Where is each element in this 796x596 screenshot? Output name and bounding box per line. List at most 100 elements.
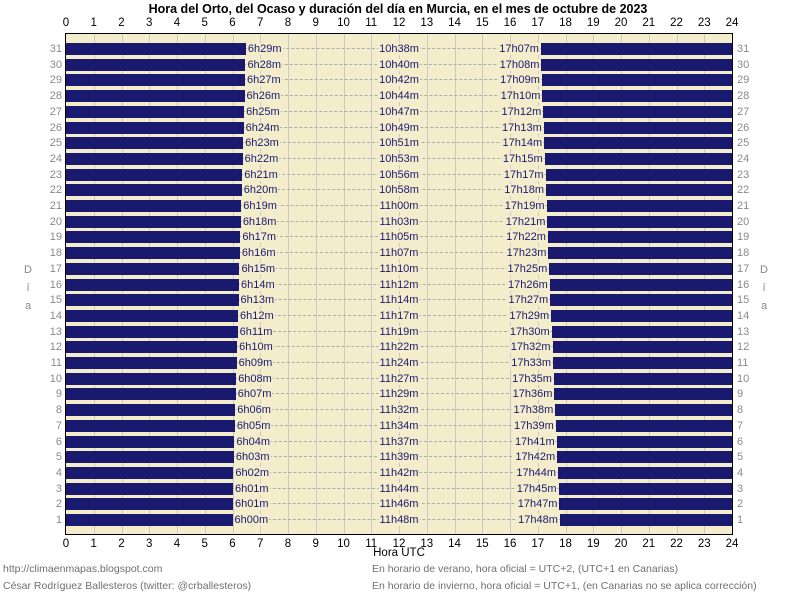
sunset-time-label: 17h36m bbox=[511, 388, 554, 401]
night-bar-right bbox=[541, 58, 732, 71]
daylength-label: 10h38m bbox=[378, 43, 420, 55]
footer-url: http://climaenmapas.blogspot.com bbox=[3, 563, 163, 575]
sunset-time-label: 17h17m bbox=[502, 168, 545, 181]
daylength-label: 10h47m bbox=[378, 105, 420, 118]
day-number-right: 21 bbox=[737, 200, 750, 212]
night-bar-right bbox=[555, 419, 732, 432]
hour-tick-bottom: 10 bbox=[337, 538, 350, 550]
day-number-left: 8 bbox=[55, 404, 62, 417]
sunset-time-label: 17h10m bbox=[499, 90, 542, 103]
day-number-right: 10 bbox=[737, 372, 750, 385]
daylength-label: 11h10m bbox=[378, 262, 420, 275]
sunset-time-label: 17h22m bbox=[505, 231, 547, 244]
night-bar-left bbox=[66, 278, 239, 291]
daylength-label: 11h48m bbox=[378, 514, 420, 526]
day-number-left: 4 bbox=[55, 466, 62, 479]
night-bar-right bbox=[549, 262, 732, 275]
day-number-right: 4 bbox=[737, 466, 744, 479]
day-number-right: 8 bbox=[737, 404, 744, 417]
night-bar-right bbox=[558, 466, 732, 479]
sunset-time-label: 17h15m bbox=[501, 152, 544, 165]
night-bar-left bbox=[66, 498, 233, 511]
night-bar-right bbox=[554, 388, 732, 401]
hour-tick-top: 7 bbox=[257, 17, 264, 29]
night-bar-right bbox=[552, 341, 732, 354]
day-number-left: 20 bbox=[49, 215, 62, 228]
sunset-time-label: 17h18m bbox=[503, 184, 546, 197]
sunrise-time-label: 6h07m bbox=[236, 388, 273, 401]
sunset-time-label: 17h21m bbox=[504, 215, 547, 228]
hour-tick-top: 5 bbox=[201, 17, 208, 29]
sunrise-time-label: 6h27m bbox=[245, 74, 282, 87]
daylength-label: 11h14m bbox=[378, 294, 420, 307]
hour-tick-bottom: 24 bbox=[725, 538, 739, 550]
hour-tick-bottom: 23 bbox=[697, 538, 711, 550]
sunset-time-label: 17h12m bbox=[500, 105, 543, 118]
sunset-time-label: 17h27m bbox=[507, 294, 550, 307]
night-bar-right bbox=[540, 43, 732, 55]
sunrise-time-label: 6h06m bbox=[236, 404, 272, 417]
daylength-label: 11h42m bbox=[378, 466, 420, 479]
sunrise-time-label: 6h04m bbox=[235, 435, 271, 448]
daylength-label: 11h17m bbox=[378, 309, 420, 322]
hour-tick-bottom: 13 bbox=[420, 538, 434, 550]
sunset-time-label: 17h33m bbox=[510, 357, 552, 369]
hour-tick-top: 18 bbox=[559, 17, 572, 29]
hour-tick-top: 11 bbox=[365, 17, 378, 29]
night-bar-right bbox=[559, 498, 732, 511]
daylength-label: 11h03m bbox=[378, 215, 420, 228]
sunset-time-label: 17h47m bbox=[516, 498, 559, 511]
sunrise-time-label: 6h29m bbox=[246, 43, 283, 55]
sunrise-time-label: 6h01m bbox=[233, 482, 270, 495]
sunset-time-label: 17h42m bbox=[514, 451, 557, 464]
sunrise-time-label: 6h21m bbox=[243, 168, 279, 181]
sunset-time-label: 17h38m bbox=[512, 404, 555, 417]
hour-tick-bottom: 2 bbox=[118, 538, 125, 550]
day-number-left: 6 bbox=[55, 435, 62, 448]
daylength-label: 10h49m bbox=[378, 121, 420, 134]
night-bar-right bbox=[551, 325, 732, 338]
night-bar-right bbox=[553, 357, 732, 369]
night-bar-right bbox=[544, 137, 732, 150]
sunrise-time-label: 6h24m bbox=[244, 121, 281, 134]
footer-winter-note: En horario de invierno, hora oficial = U… bbox=[372, 580, 757, 592]
sunrise-time-label: 6h15m bbox=[240, 262, 277, 275]
night-bar-left bbox=[66, 121, 244, 134]
night-bar-left bbox=[66, 482, 233, 495]
hour-tick-bottom: 19 bbox=[586, 538, 600, 550]
sunset-time-label: 17h07m bbox=[498, 43, 540, 55]
night-bar-right bbox=[541, 74, 732, 87]
hour-tick-bottom: 6 bbox=[229, 538, 236, 550]
night-bar-left bbox=[66, 137, 244, 150]
day-number-left: 26 bbox=[49, 121, 62, 134]
day-number-left: 28 bbox=[49, 90, 62, 103]
daylength-label: 11h46m bbox=[378, 498, 420, 511]
sunrise-time-label: 6h09m bbox=[237, 357, 274, 369]
hour-tick-bottom: 20 bbox=[614, 538, 628, 550]
night-bar-right bbox=[547, 231, 732, 244]
day-number-right: 26 bbox=[737, 121, 750, 134]
day-number-left: 11 bbox=[50, 357, 62, 369]
daylength-label: 11h19m bbox=[378, 325, 420, 338]
night-bar-left bbox=[66, 514, 233, 526]
daylength-label: 10h53m bbox=[378, 152, 420, 165]
day-number-right: 19 bbox=[737, 231, 750, 244]
hour-tick-top: 4 bbox=[173, 17, 181, 29]
night-bar-right bbox=[551, 309, 732, 322]
sunset-time-label: 17h23m bbox=[505, 247, 548, 260]
day-number-left: 30 bbox=[49, 58, 62, 71]
daylength-label: 10h58m bbox=[378, 184, 420, 197]
hour-tick-top: 20 bbox=[614, 17, 628, 29]
daylength-label: 10h44m bbox=[378, 90, 420, 103]
daylength-label: 11h24m bbox=[378, 357, 420, 369]
day-number-right: 6 bbox=[737, 435, 744, 448]
night-bar-left bbox=[66, 43, 246, 55]
night-bar-right bbox=[546, 200, 732, 212]
night-bar-left bbox=[66, 262, 240, 275]
hour-tick-bottom: 16 bbox=[503, 538, 517, 550]
sunrise-time-label: 6h03m bbox=[234, 451, 271, 464]
day-number-right: 25 bbox=[737, 137, 750, 150]
hour-tick-bottom: 12 bbox=[392, 538, 406, 550]
night-bar-right bbox=[559, 514, 732, 526]
day-number-left: 21 bbox=[49, 200, 62, 212]
